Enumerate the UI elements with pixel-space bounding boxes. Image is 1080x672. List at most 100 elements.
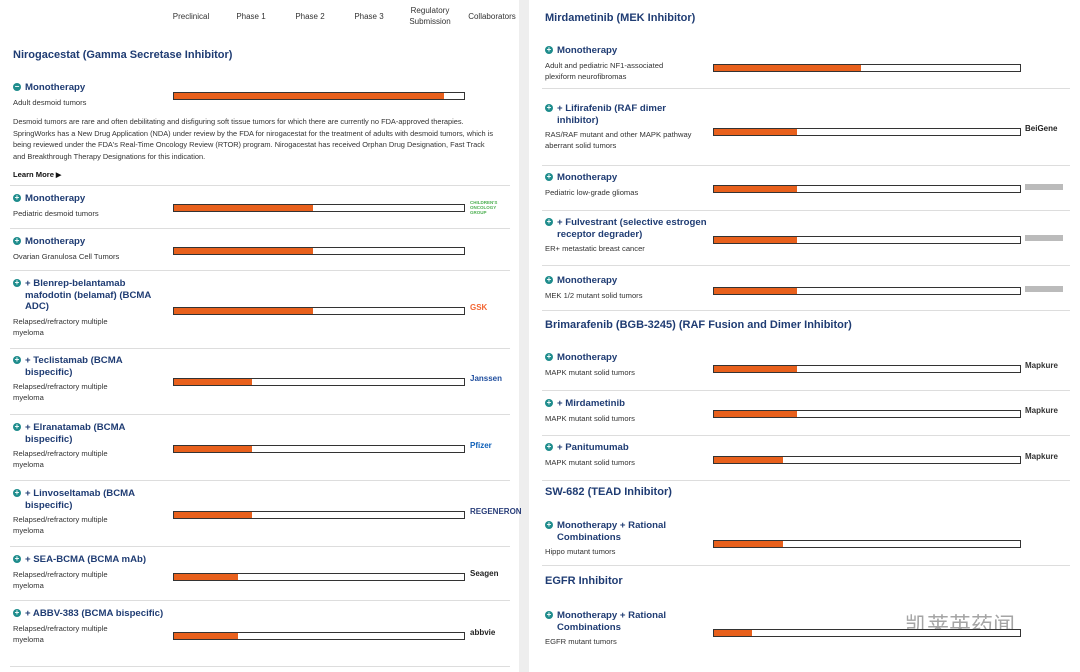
progress-fill xyxy=(174,574,238,580)
progress-fill xyxy=(174,93,445,99)
program-name: Monotherapy xyxy=(545,172,707,184)
progress-fill xyxy=(174,633,238,639)
progress-fill xyxy=(714,129,798,135)
program-name: + Fulvestrant (selective estrogen recept… xyxy=(545,217,707,240)
separator xyxy=(10,228,510,229)
indication: RAS/RAF mutant and other MAPK pathway ab… xyxy=(545,130,692,150)
progress-bar xyxy=(173,92,465,100)
program-name: Monotherapy + Rational Combinations xyxy=(545,610,707,633)
program: Monotherapy MAPK mutant solid tumors xyxy=(545,352,707,378)
progress-bar xyxy=(713,629,1021,637)
phase-label: Phase 2 xyxy=(295,12,325,21)
progress-bar xyxy=(713,540,1021,548)
separator xyxy=(542,435,1070,436)
separator xyxy=(542,390,1070,391)
separator xyxy=(542,88,1070,89)
separator xyxy=(10,414,510,415)
progress-fill xyxy=(714,457,784,463)
indication: EGFR mutant tumors xyxy=(545,637,617,646)
progress-fill xyxy=(174,379,252,385)
indication: MAPK mutant solid tumors xyxy=(545,457,635,467)
program: + Fulvestrant (selective estrogen recept… xyxy=(545,217,707,254)
collaborator-logo: Seagen xyxy=(470,569,499,578)
separator xyxy=(10,348,510,349)
indication: Ovarian Granulosa Cell Tumors xyxy=(13,251,120,261)
phase-label: Regulatory Submission xyxy=(409,6,451,26)
indication: ER+ metastatic breast cancer xyxy=(545,244,645,253)
collaborator-logo: Janssen xyxy=(470,374,503,383)
section-title: EGFR Inhibitor xyxy=(545,575,623,587)
program: + Linvoseltamab (BCMA bispecific) Relapse… xyxy=(13,488,165,536)
collaborator-logo xyxy=(1025,184,1063,190)
program: + Mirdametinib MAPK mutant solid tumors xyxy=(545,398,707,424)
program-name: Monotherapy xyxy=(13,193,165,205)
program: Monotherapy MEK 1/2 mutant solid tumors xyxy=(545,275,707,301)
program-name: Monotherapy xyxy=(13,82,165,94)
program: Monotherapy Pediatric desmoid tumors xyxy=(13,193,165,219)
program-name: + Lifirafenib (RAF dimer inhibitor) xyxy=(545,103,707,126)
learn-more[interactable]: Learn More xyxy=(13,170,61,179)
indication: Hippo mutant tumors xyxy=(545,547,616,556)
progress-fill xyxy=(174,248,314,254)
collaborator-logo: Pfizer xyxy=(470,441,492,450)
separator xyxy=(10,600,510,601)
collaborator-logo: GSK xyxy=(470,303,488,312)
separator xyxy=(10,185,510,186)
separator xyxy=(542,165,1070,166)
phase-label: Preclinical xyxy=(172,12,210,21)
collaborator-logo xyxy=(1025,286,1063,292)
progress-fill xyxy=(714,65,861,71)
progress-bar xyxy=(713,287,1021,295)
collaborator-logo xyxy=(1025,235,1063,241)
section-title: Brimarafenib (BGB-3245) (RAF Fusion and … xyxy=(545,319,852,331)
indication: MAPK mutant solid tumors xyxy=(545,413,635,423)
program: + Panitumumab MAPK mutant solid tumors xyxy=(545,442,707,468)
indication: MAPK mutant solid tumors xyxy=(545,367,635,377)
separator xyxy=(542,265,1070,266)
progress-fill xyxy=(714,237,798,243)
progress-bar xyxy=(713,365,1021,373)
program: Monotherapy Adult desmoid tumors xyxy=(13,82,165,108)
progress-bar xyxy=(173,378,465,386)
separator xyxy=(10,546,510,547)
collaborator-logo: BeiGene xyxy=(1025,124,1058,133)
progress-fill xyxy=(714,366,798,372)
separator xyxy=(542,310,1070,311)
program-name: + Elranatamab (BCMA bispecific) xyxy=(13,422,165,445)
separator xyxy=(10,666,510,667)
program-name: Monotherapy xyxy=(545,45,707,57)
program-name: Monotherapy + Rational Combinations xyxy=(545,520,707,543)
progress-fill xyxy=(174,446,252,452)
collaborator-logo: Mapkure xyxy=(1025,452,1058,461)
indication: MEK 1/2 mutant solid tumors xyxy=(545,290,643,300)
program-name: Monotherapy xyxy=(13,236,165,248)
separator xyxy=(10,480,510,481)
phase-label: Phase 1 xyxy=(236,12,266,21)
progress-bar xyxy=(173,573,465,581)
progress-fill xyxy=(714,630,752,636)
indication: Relapsed/refractory multiple myeloma xyxy=(13,316,108,337)
progress-bar xyxy=(713,236,1021,244)
indication: Relapsed/refractory multiple myeloma xyxy=(13,515,108,535)
collaborator-logo: REGENERON xyxy=(470,507,522,516)
indication: Relapsed/refractory multiple myeloma xyxy=(13,382,108,402)
section-title: Nirogacestat (Gamma Secretase Inhibitor) xyxy=(13,49,233,61)
indication: Relapsed/refractory multiple myeloma xyxy=(13,449,108,469)
program-name: + SEA-BCMA (BCMA mAb) xyxy=(13,554,165,566)
program-name: + Linvoseltamab (BCMA bispecific) xyxy=(13,488,165,511)
progress-bar xyxy=(173,204,465,212)
indication: Pediatric low-grade gliomas xyxy=(545,187,639,197)
progress-fill xyxy=(174,205,314,211)
collaborator-logo: Mapkure xyxy=(1025,406,1058,415)
column-divider xyxy=(519,0,529,672)
program: Monotherapy Pediatric low-grade gliomas xyxy=(545,172,707,198)
indication: Relapsed/refractory multiple myeloma xyxy=(13,623,108,644)
program-name: + Panitumumab xyxy=(545,442,707,454)
collaborator-logo: CHILDREN'S ONCOLOGY GROUP xyxy=(470,200,498,215)
program-name: + Mirdametinib xyxy=(545,398,707,410)
separator xyxy=(10,270,510,271)
separator xyxy=(542,210,1070,211)
collaborator-logo: Mapkure xyxy=(1025,361,1058,370)
program: Monotherapy Adult and pediatric NF1-assoc… xyxy=(545,45,707,82)
